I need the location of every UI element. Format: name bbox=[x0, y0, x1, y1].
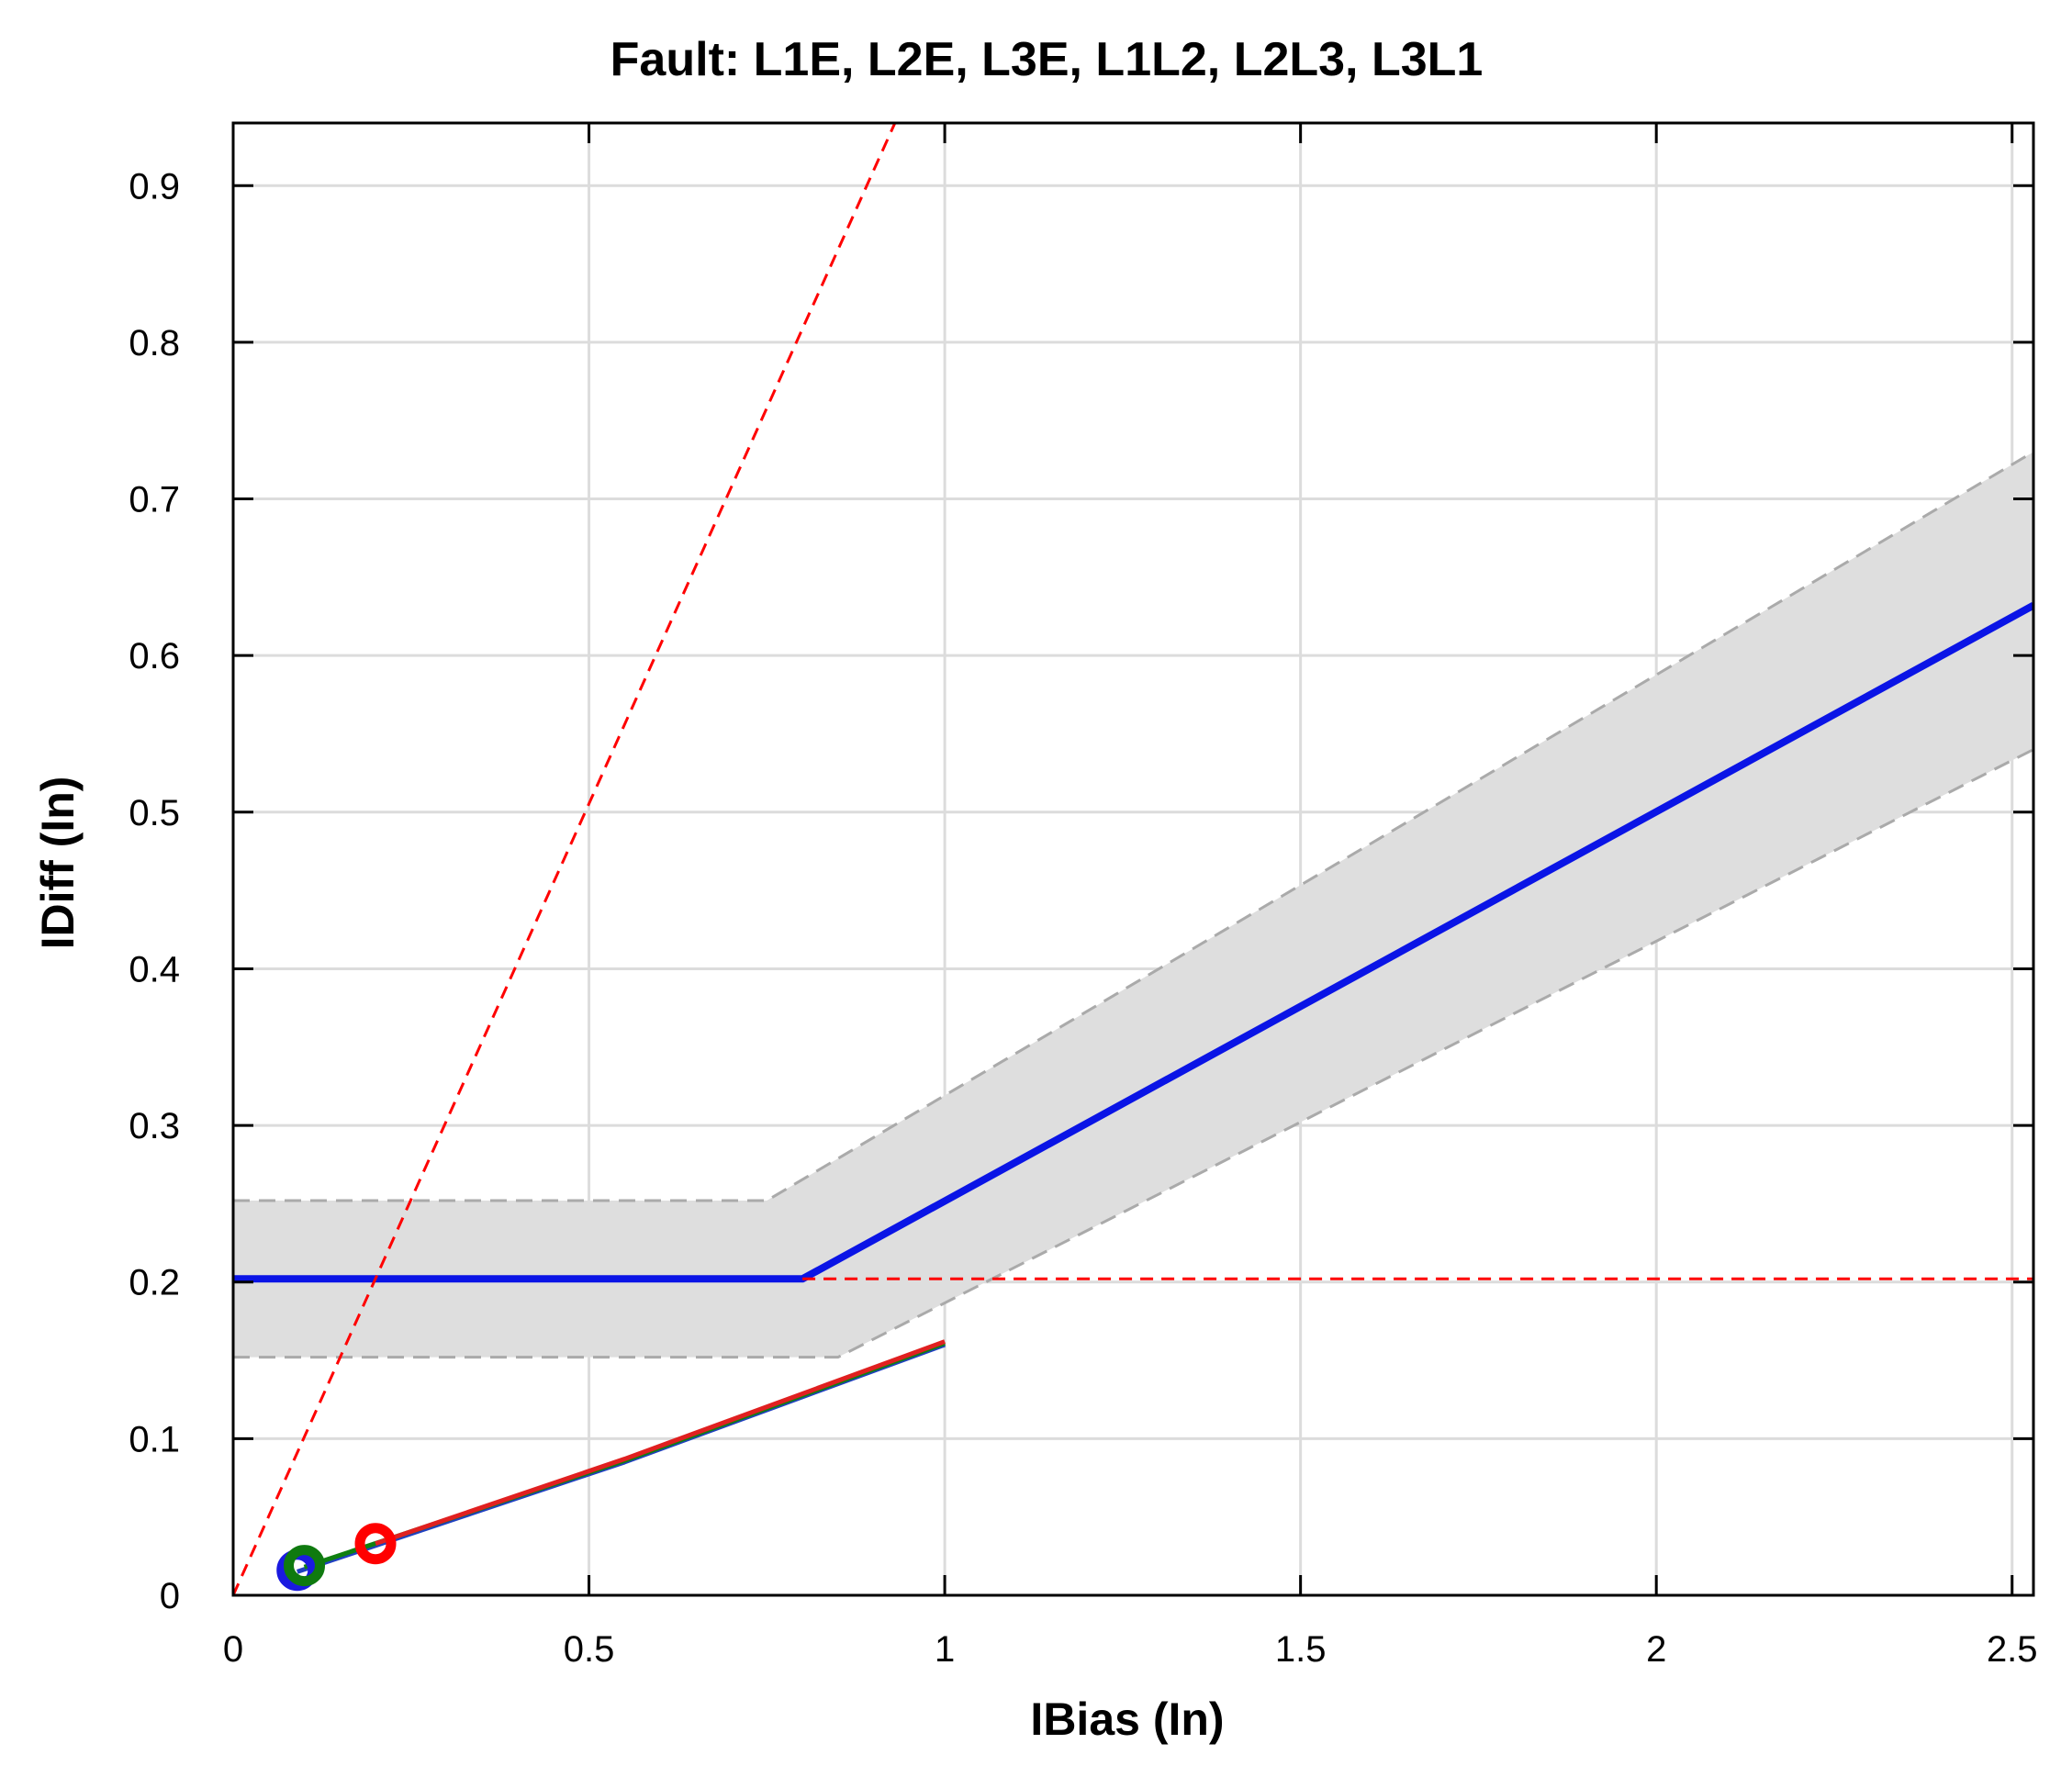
chart-title: Fault: L1E, L2E, L3E, L1L2, L2L3, L3L1 bbox=[610, 33, 1484, 86]
y-tick-label-1: 0.1 bbox=[129, 1419, 180, 1459]
y-tick-label-3: 0.3 bbox=[129, 1106, 180, 1146]
y-tick-label-8: 0.8 bbox=[129, 323, 180, 363]
tolerance-band-lower-edge bbox=[233, 748, 2033, 1359]
y-tick-label-5: 0.5 bbox=[129, 793, 180, 833]
series-layer bbox=[233, 123, 2033, 1595]
y-tick-label-4: 0.4 bbox=[129, 949, 180, 989]
y-axis-label: IDiff (In) bbox=[32, 777, 84, 950]
series-line-5 bbox=[375, 1339, 946, 1547]
marker-layer bbox=[276, 1523, 397, 1592]
y-tick-label-2: 0.2 bbox=[129, 1263, 180, 1303]
plot-frame bbox=[231, 121, 2035, 1597]
x-tick-label-2: 1 bbox=[935, 1629, 955, 1670]
data-marker-1 bbox=[284, 1545, 326, 1587]
y-tick-label-7: 0.7 bbox=[129, 480, 180, 520]
grid-layer bbox=[233, 123, 2033, 1595]
x-tick-label-4: 2 bbox=[1646, 1629, 1666, 1670]
tolerance-band-fill bbox=[233, 452, 2033, 1358]
series-line-1 bbox=[233, 123, 897, 1595]
data-marker-2 bbox=[354, 1523, 397, 1565]
x-tick-label-3: 1.5 bbox=[1275, 1629, 1327, 1670]
y-tick-label-9: 0.9 bbox=[129, 166, 180, 207]
y-tick-label-0: 0 bbox=[160, 1576, 180, 1616]
x-tick-label-5: 2.5 bbox=[1987, 1629, 2038, 1670]
tick-layer: 0 0.5 1 1.5 2 2.5 0 0.1 0.2 0.3 0.4 0.5 0.6 0.7 0.8 0.9 bbox=[129, 123, 2038, 1670]
x-axis-label: IBias (In) bbox=[1030, 1693, 1224, 1745]
y-tick-label-6: 0.6 bbox=[129, 636, 180, 676]
x-tick-label-0: 0 bbox=[223, 1629, 243, 1670]
tolerance-band-layer bbox=[233, 451, 2033, 1359]
x-tick-label-1: 0.5 bbox=[564, 1629, 615, 1670]
